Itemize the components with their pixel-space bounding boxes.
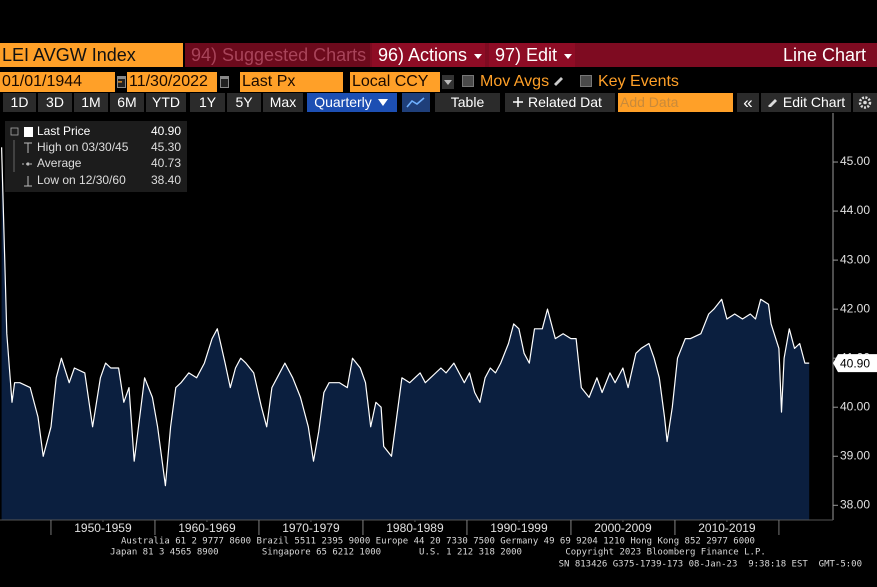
mov-avgs-toggle[interactable]: Mov Avgs [462,72,572,92]
footer-line: Japan 81 3 4565 8900 Singapore 65 6212 1… [110,548,766,558]
start-date[interactable]: 01/01/1944 [0,72,115,92]
edit-label: 97) Edit [495,45,558,65]
legend-value: 38.40 [151,173,181,187]
average-dot [26,162,30,166]
x-tick-label: 1970-1979 [282,521,340,535]
table-button[interactable]: Table [435,93,500,112]
y-tick-label: 40.00 [840,399,870,413]
legend-value: 40.90 [151,124,181,138]
pencil-icon [767,99,777,108]
y-tick-label: 44.00 [840,203,870,217]
y-tick-label: 42.00 [840,301,870,315]
date-separator: - [117,73,123,90]
pencil-icon [554,77,564,86]
edit-chart-button[interactable]: Edit Chart [761,93,851,112]
y-tick-label: 45.00 [840,154,870,168]
range-button[interactable]: 3D [38,93,72,112]
legend-toggle [10,127,19,136]
x-tick-label: 2010-2019 [698,521,756,535]
legend-value: 45.30 [151,140,181,154]
y-tick-label: 39.00 [840,448,870,462]
legend-swatch [24,127,33,137]
price-line [1,147,810,487]
settings-button[interactable] [853,93,877,112]
range-button[interactable]: 1D [3,93,36,112]
periodicity-label: Quarterly [314,94,372,110]
mov-avgs-label: Mov Avgs [480,73,550,90]
related-data-label: Related Dat [528,94,602,110]
high-icon [24,142,32,153]
range-button[interactable]: 1Y [190,93,225,112]
footer-line: SN 813426 G375-1739-173 08-Jan-23 9:38:1… [559,560,862,570]
range-button[interactable]: 6M [110,93,144,112]
currency-select[interactable]: Local CCY [350,72,440,92]
suggested-charts[interactable]: 94) Suggested Charts [185,43,370,67]
add-data-input[interactable]: Add Data [618,93,733,112]
ticker-field[interactable]: LEI AVGW Index [0,43,183,67]
x-tick-label: 2000-2009 [594,521,652,535]
legend-label: Average [37,156,82,170]
area [1,147,810,521]
x-tick-label: 1960-1969 [178,521,236,535]
x-tick-label: 1950-1959 [74,521,132,535]
legend-box [5,121,187,192]
low-icon [24,176,32,187]
edit-chart-label: Edit Chart [782,94,846,110]
chart-type: Line Chart [782,45,866,65]
range-button[interactable]: 1M [74,93,108,112]
related-data-button[interactable]: Related Dat [505,93,615,112]
key-events-label: Key Events [598,73,679,90]
last-value-tag [833,354,877,373]
chart-style-button[interactable] [402,93,430,112]
x-tick-label: 1990-1999 [490,521,548,535]
last-value-label: 40.90 [840,356,870,370]
legend-label: Last Price [37,124,91,138]
actions-menu[interactable]: 96) Actions [372,43,485,67]
x-tick-label: 1980-1989 [386,521,444,535]
dropdown-icon [564,54,573,59]
dropdown-icon [474,54,483,59]
key-events-toggle[interactable]: Key Events [580,72,700,92]
range-button[interactable]: 5Y [227,93,261,112]
actions-label: 96) Actions [378,45,468,65]
dropdown-icon[interactable] [442,75,454,89]
footer-line: Australia 61 2 9777 8600 Brazil 5511 239… [121,537,755,547]
edit-menu[interactable]: 97) Edit [489,43,575,67]
y-tick-label: 43.00 [840,252,870,266]
collapse-button[interactable]: « [737,93,759,112]
plus-icon [513,97,523,107]
field-select[interactable]: Last Px [240,72,343,92]
range-button[interactable]: Max [263,93,303,112]
legend-label: High on 03/30/45 [37,140,129,154]
legend-value: 40.73 [151,156,181,170]
dropdown-icon [377,99,388,106]
legend-label: Low on 12/30/60 [37,173,126,187]
calendar-icon[interactable] [220,75,229,88]
calendar-icon[interactable] [117,75,126,88]
y-tick-label: 38.00 [840,497,870,511]
periodicity-select[interactable]: Quarterly [307,93,397,112]
range-button[interactable]: YTD [146,93,186,112]
end-date[interactable]: 11/30/2022 [127,72,217,92]
